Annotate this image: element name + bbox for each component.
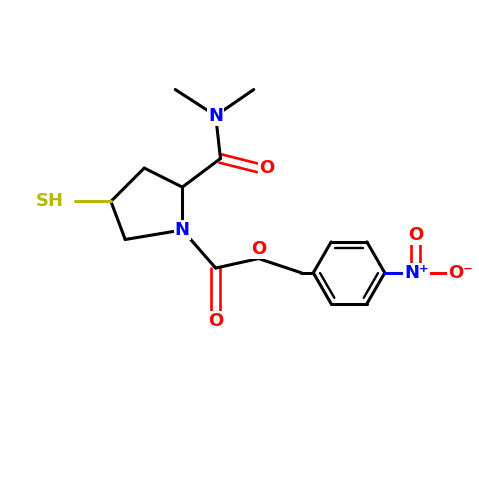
Text: N⁺: N⁺ [404, 264, 429, 282]
Text: O: O [408, 226, 423, 244]
Text: O: O [251, 240, 266, 258]
Text: SH: SH [35, 193, 63, 210]
Text: O: O [208, 312, 223, 331]
Text: N: N [175, 221, 190, 239]
Text: O: O [260, 159, 275, 177]
Text: O⁻: O⁻ [448, 264, 473, 282]
Text: N: N [208, 107, 223, 125]
